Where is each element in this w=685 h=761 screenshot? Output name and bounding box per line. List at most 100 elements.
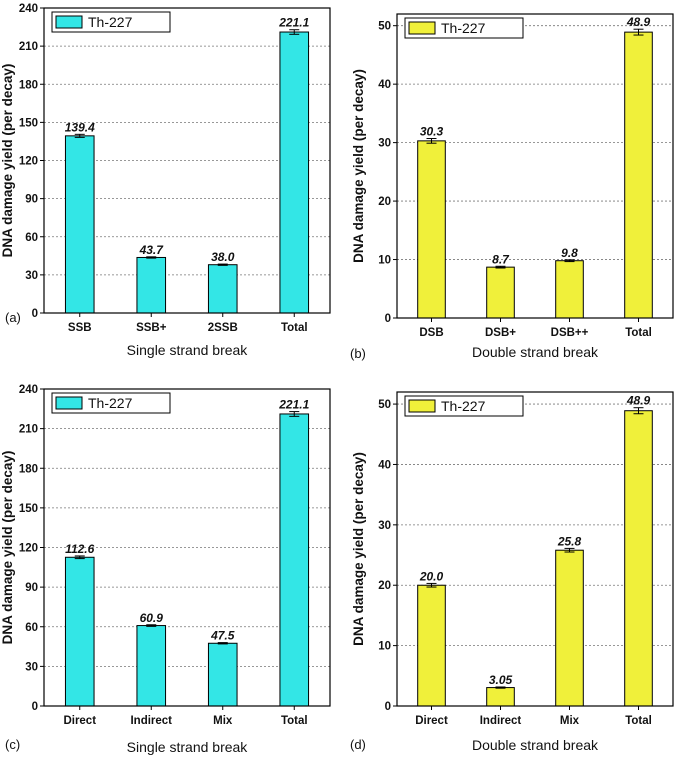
category-label-a-3: Total bbox=[281, 322, 308, 334]
panel-tag-a: (a) bbox=[5, 310, 21, 325]
bar-c-3 bbox=[279, 413, 310, 707]
legend-label-c: Th-227 bbox=[88, 395, 133, 411]
panel-tag-b: (b) bbox=[350, 346, 366, 361]
y-tick-label-d-1: 10 bbox=[378, 641, 391, 653]
y-tick-label-b-3: 30 bbox=[378, 138, 391, 150]
y-tick-label-a-2: 60 bbox=[25, 232, 38, 244]
chart-panel-c: 0 30 60 90 120 150 180 210 240 112.6 Direct 60.9 Ind… bbox=[0, 380, 345, 761]
y-tick-label-a-8: 240 bbox=[19, 3, 38, 15]
category-label-b-3: Total bbox=[625, 327, 652, 339]
bar-d-1 bbox=[486, 687, 515, 707]
y-tick-label-a-6: 180 bbox=[19, 79, 38, 91]
value-label-b-1: 8.7 bbox=[492, 252, 510, 266]
value-label-d-2: 25.8 bbox=[557, 534, 582, 548]
bar-a-2 bbox=[207, 264, 238, 314]
y-tick-label-d-3: 30 bbox=[378, 520, 391, 532]
y-tick-label-c-6: 180 bbox=[19, 463, 38, 475]
bar-a-0 bbox=[64, 135, 95, 314]
legend-swatch-d bbox=[408, 399, 436, 413]
category-label-d-0: Direct bbox=[415, 715, 448, 727]
category-label-c-1: Indirect bbox=[130, 715, 172, 727]
bar-c-0 bbox=[64, 556, 95, 707]
x-axis-label-c: Single strand break bbox=[127, 739, 249, 755]
bar-c-1 bbox=[136, 625, 167, 707]
y-tick-label-a-1: 30 bbox=[25, 270, 38, 282]
value-label-c-2: 47.5 bbox=[210, 629, 235, 643]
plot-frame-d bbox=[396, 391, 674, 707]
category-label-a-0: SSB bbox=[68, 322, 92, 334]
category-label-c-0: Direct bbox=[63, 715, 96, 727]
y-tick-label-b-2: 20 bbox=[378, 196, 391, 208]
legend-swatch-c bbox=[55, 396, 83, 410]
y-tick-label-d-0: 0 bbox=[385, 701, 391, 713]
value-label-a-3: 221.1 bbox=[278, 16, 309, 30]
category-label-a-1: SSB+ bbox=[136, 322, 167, 334]
value-label-a-2: 38.0 bbox=[211, 250, 235, 264]
bar-d-2 bbox=[555, 549, 584, 707]
y-axis-label-a: DNA damage yield (per decay) bbox=[0, 64, 15, 258]
y-tick-label-a-3: 90 bbox=[25, 194, 38, 206]
value-label-c-3: 221.1 bbox=[278, 398, 309, 412]
value-label-d-3: 48.9 bbox=[626, 394, 651, 408]
value-label-a-0: 139.4 bbox=[65, 120, 95, 134]
y-tick-label-c-4: 120 bbox=[19, 543, 38, 555]
y-tick-label-b-0: 0 bbox=[385, 313, 391, 325]
category-label-d-2: Mix bbox=[560, 715, 580, 727]
category-label-c-2: Mix bbox=[213, 715, 233, 727]
value-label-c-1: 60.9 bbox=[140, 611, 164, 625]
x-axis-label-b: Double strand break bbox=[472, 344, 599, 360]
y-axis-label-b: DNA damage yield (per decay) bbox=[351, 69, 366, 263]
legend-label-a: Th-227 bbox=[88, 14, 133, 30]
y-tick-label-a-5: 150 bbox=[19, 117, 38, 129]
plot-frame-c bbox=[43, 388, 331, 707]
legend-swatch-a bbox=[55, 15, 83, 29]
chart-d-svg: 0 10 20 30 40 50 20.0 Direct 3.05 Indirect 25.8 Mix… bbox=[350, 391, 674, 753]
legend-swatch-b bbox=[408, 21, 436, 35]
category-label-b-0: DSB bbox=[419, 327, 443, 339]
bar-b-0 bbox=[417, 140, 446, 319]
chart-a-svg: 0 30 60 90 120 150 180 210 240 139.4 SSB 43.7 SSB+ 38… bbox=[0, 3, 331, 358]
value-label-d-0: 20.0 bbox=[419, 569, 444, 583]
bar-d-0 bbox=[417, 584, 446, 707]
panel-tag-c: (c) bbox=[5, 737, 20, 752]
x-axis-label-d: Double strand break bbox=[472, 737, 599, 753]
y-tick-label-c-3: 90 bbox=[25, 582, 38, 594]
y-tick-label-a-4: 120 bbox=[19, 156, 38, 168]
chart-b-svg: 0 10 20 30 40 50 30.3 DSB 8.7 DSB+ 9.8 DSB++ 48.9 Tot… bbox=[350, 13, 674, 361]
category-label-b-1: DSB+ bbox=[485, 327, 516, 339]
y-axis-label-d: DNA damage yield (per decay) bbox=[351, 452, 366, 646]
value-label-a-1: 43.7 bbox=[139, 243, 165, 257]
y-tick-label-c-2: 60 bbox=[25, 622, 38, 634]
legend-label-b: Th-227 bbox=[441, 20, 486, 36]
bar-a-1 bbox=[136, 256, 167, 314]
bar-d-3 bbox=[624, 410, 653, 707]
y-tick-label-b-4: 40 bbox=[378, 79, 391, 91]
chart-panel-b: 0 10 20 30 40 50 30.3 DSB 8.7 DSB+ 9.8 DSB++ 48.9 Tot… bbox=[345, 0, 685, 365]
y-tick-label-a-7: 210 bbox=[19, 41, 38, 53]
plot-frame-a bbox=[43, 7, 331, 314]
bar-b-1 bbox=[486, 266, 515, 319]
category-label-d-1: Indirect bbox=[480, 715, 522, 727]
y-tick-label-d-4: 40 bbox=[378, 459, 391, 471]
value-label-b-3: 48.9 bbox=[626, 15, 651, 29]
plot-frame-b bbox=[396, 13, 674, 319]
chart-panel-a: 0 30 60 90 120 150 180 210 240 139.4 SSB 43.7 SSB+ 38… bbox=[0, 0, 345, 365]
bar-b-3 bbox=[624, 31, 653, 319]
panel-tag-d: (d) bbox=[350, 737, 366, 752]
bar-b-2 bbox=[555, 260, 584, 319]
y-tick-label-d-2: 20 bbox=[378, 580, 391, 592]
category-label-b-2: DSB++ bbox=[551, 327, 589, 339]
bar-c-2 bbox=[207, 642, 238, 707]
y-tick-label-b-1: 10 bbox=[378, 255, 391, 267]
value-label-c-0: 112.6 bbox=[65, 542, 94, 556]
x-axis-label-a: Single strand break bbox=[127, 342, 249, 358]
legend-label-d: Th-227 bbox=[441, 398, 486, 414]
y-tick-label-c-8: 240 bbox=[19, 384, 38, 396]
bar-a-3 bbox=[279, 31, 310, 314]
category-label-c-3: Total bbox=[281, 715, 308, 727]
y-tick-label-c-0: 0 bbox=[32, 701, 38, 713]
value-label-b-0: 30.3 bbox=[420, 125, 444, 139]
category-label-a-2: 2SSB bbox=[208, 322, 238, 334]
y-axis-label-c: DNA damage yield (per decay) bbox=[0, 451, 15, 645]
